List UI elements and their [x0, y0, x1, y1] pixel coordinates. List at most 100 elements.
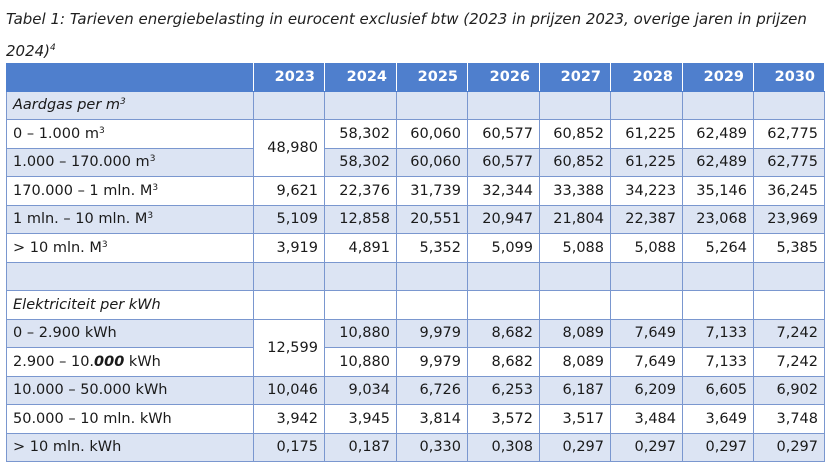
cell: 0,297: [539, 432, 611, 462]
cell: 3,748: [753, 404, 825, 434]
spacer-row: [6, 261, 825, 291]
cell: 31,739: [396, 176, 468, 206]
section-row-electricity: Elektriciteit per kWh: [6, 290, 825, 320]
cell: 58,302: [324, 147, 397, 177]
row-label: 50.000 – 10 mln. kWh: [6, 404, 254, 434]
cell: 9,034: [324, 375, 397, 405]
cell: 5,385: [753, 233, 825, 263]
cell: 3,814: [396, 404, 468, 434]
cell: 23,969: [753, 204, 825, 234]
table-row: 2.900 – 10.000 kWh 10,880 9,979 8,682 8,…: [6, 347, 825, 377]
cell-2023: 3,942: [253, 404, 325, 434]
caption-footnote-marker: 4: [50, 43, 56, 53]
row-label: > 10 mln. M3: [6, 233, 254, 263]
section-title-electricity: Elektriciteit per kWh: [6, 290, 254, 320]
row-label: 2.900 – 10.000 kWh: [6, 347, 254, 377]
cell: 9,979: [396, 318, 468, 348]
header-cell-empty: [6, 62, 254, 92]
cell: 7,133: [682, 318, 754, 348]
cell: 20,947: [467, 204, 540, 234]
cell: 0,297: [753, 432, 825, 462]
cell: 61,225: [610, 119, 683, 149]
cell: 5,352: [396, 233, 468, 263]
table-caption: Tabel 1: Tarieven energiebelasting in eu…: [6, 5, 836, 66]
cell: 7,649: [610, 347, 683, 377]
table-row: 1.000 – 170.000 m3 58,302 60,060 60,577 …: [6, 147, 825, 177]
cell: 58,302: [324, 119, 397, 149]
cell: 5,088: [610, 233, 683, 263]
cell: 34,223: [610, 176, 683, 206]
header-cell-year: 2028: [610, 62, 683, 92]
cell: 12,858: [324, 204, 397, 234]
cell: 62,489: [682, 119, 754, 149]
cell: 8,089: [539, 318, 611, 348]
row-label: 10.000 – 50.000 kWh: [6, 375, 254, 405]
row-label: 0 – 1.000 m3: [6, 119, 254, 149]
cell: 60,852: [539, 119, 611, 149]
cell: 0,297: [610, 432, 683, 462]
cell: 60,852: [539, 147, 611, 177]
cell: 7,649: [610, 318, 683, 348]
cell: 0,187: [324, 432, 397, 462]
row-label: 170.000 – 1 mln. M3: [6, 176, 254, 206]
cell: 3,484: [610, 404, 683, 434]
header-cell-year: 2023: [253, 62, 325, 92]
cell: 62,489: [682, 147, 754, 177]
cell: 21,804: [539, 204, 611, 234]
header-cell-year: 2025: [396, 62, 468, 92]
tariff-table: 2023 2024 2025 2026 2027 2028 2029 2030 …: [6, 62, 825, 462]
header-row: 2023 2024 2025 2026 2027 2028 2029 2030: [6, 62, 825, 92]
cell: 8,089: [539, 347, 611, 377]
cell: 6,902: [753, 375, 825, 405]
cell: 60,577: [467, 147, 540, 177]
row-label: 1 mln. – 10 mln. M3: [6, 204, 254, 234]
section-title-gas: Aardgas per m3: [6, 90, 254, 120]
cell-2023: 3,919: [253, 233, 325, 263]
cell: 35,146: [682, 176, 754, 206]
cell: 0,308: [467, 432, 540, 462]
cell-2023-merged: 12,599: [253, 318, 325, 377]
cell: 36,245: [753, 176, 825, 206]
section-row-gas: Aardgas per m3: [6, 90, 825, 120]
table-row: 0 – 1.000 m3 48,980 58,302 60,060 60,577…: [6, 119, 825, 177]
cell: 6,187: [539, 375, 611, 405]
row-label: 1.000 – 170.000 m3: [6, 147, 254, 177]
cell: 60,060: [396, 119, 468, 149]
header-cell-year: 2024: [324, 62, 397, 92]
cell: 5,264: [682, 233, 754, 263]
cell-2023: 9,621: [253, 176, 325, 206]
cell: 8,682: [467, 318, 540, 348]
cell: 8,682: [467, 347, 540, 377]
cell: 62,775: [753, 119, 825, 149]
header-cell-year: 2030: [753, 62, 825, 92]
cell: 60,060: [396, 147, 468, 177]
cell: 5,088: [539, 233, 611, 263]
cell: 6,726: [396, 375, 468, 405]
table-row: > 10 mln. M3 3,919 4,891 5,352 5,099 5,0…: [6, 233, 825, 263]
cell: 3,649: [682, 404, 754, 434]
row-label: > 10 mln. kWh: [6, 432, 254, 462]
cell: 0,330: [396, 432, 468, 462]
table-row: 50.000 – 10 mln. kWh 3,942 3,945 3,814 3…: [6, 404, 825, 434]
cell: 20,551: [396, 204, 468, 234]
header-cell-year: 2026: [467, 62, 540, 92]
cell: 23,068: [682, 204, 754, 234]
header-cell-year: 2029: [682, 62, 754, 92]
row-label: 0 – 2.900 kWh: [6, 318, 254, 348]
table-row: 0 – 2.900 kWh 12,599 10,880 9,979 8,682 …: [6, 318, 825, 377]
cell: 22,387: [610, 204, 683, 234]
caption-text: Tabel 1: Tarieven energiebelasting in eu…: [6, 10, 807, 60]
cell-2023: 10,046: [253, 375, 325, 405]
table-row: 170.000 – 1 mln. M3 9,621 22,376 31,739 …: [6, 176, 825, 206]
cell: 9,979: [396, 347, 468, 377]
cell: 33,388: [539, 176, 611, 206]
table-row: 10.000 – 50.000 kWh 10,046 9,034 6,726 6…: [6, 375, 825, 405]
cell: 10,880: [324, 347, 397, 377]
cell: 3,517: [539, 404, 611, 434]
cell: 3,572: [467, 404, 540, 434]
cell: 6,209: [610, 375, 683, 405]
cell: 62,775: [753, 147, 825, 177]
table-row: > 10 mln. kWh 0,175 0,187 0,330 0,308 0,…: [6, 432, 825, 462]
cell: 7,242: [753, 347, 825, 377]
cell: 22,376: [324, 176, 397, 206]
